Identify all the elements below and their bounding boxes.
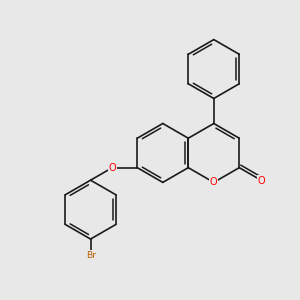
Text: O: O: [258, 176, 266, 186]
Text: Br: Br: [85, 251, 95, 260]
Text: O: O: [108, 163, 116, 173]
Text: O: O: [210, 177, 218, 188]
